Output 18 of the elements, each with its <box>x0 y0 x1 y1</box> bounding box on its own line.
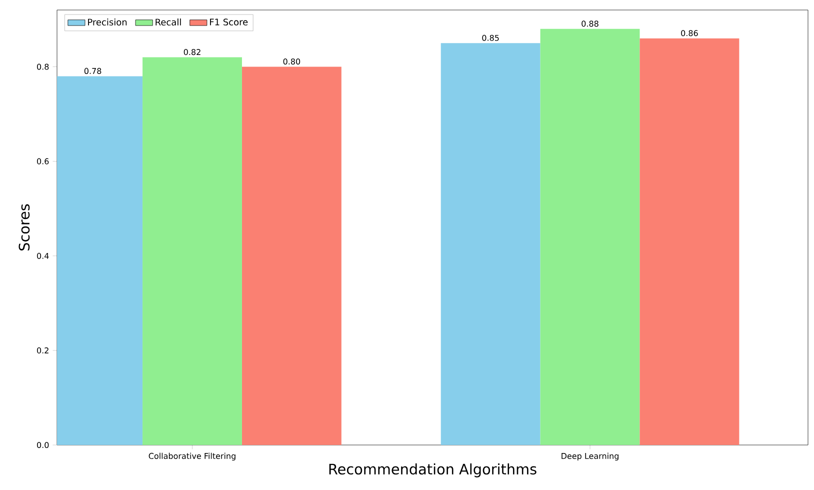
legend-label: Recall <box>156 18 181 26</box>
x-tick-label: Collaborative Filtering <box>148 452 236 461</box>
legend-label: F1 Score <box>210 18 248 26</box>
y-axis-title: Scores <box>18 204 30 250</box>
legend-label: Precision <box>88 18 127 26</box>
y-tick-label: 0.6 <box>37 158 49 164</box>
y-tick-label: 0.8 <box>37 64 49 70</box>
data-label: 0.82 <box>184 49 200 56</box>
data-label: 0.88 <box>582 20 598 27</box>
y-tick-label: 0.4 <box>37 252 49 259</box>
x-tick-label: Deep Learning <box>562 452 618 461</box>
y-tick-label: 0.2 <box>37 347 48 354</box>
y-tick-label: 0.0 <box>37 442 49 448</box>
data-label: 0.78 <box>84 68 102 74</box>
x-axis-title: Recommendation Algorithms <box>329 463 536 478</box>
data-label: 0.86 <box>681 30 698 36</box>
data-label: 0.80 <box>283 58 300 65</box>
data-label: 0.85 <box>482 34 499 41</box>
